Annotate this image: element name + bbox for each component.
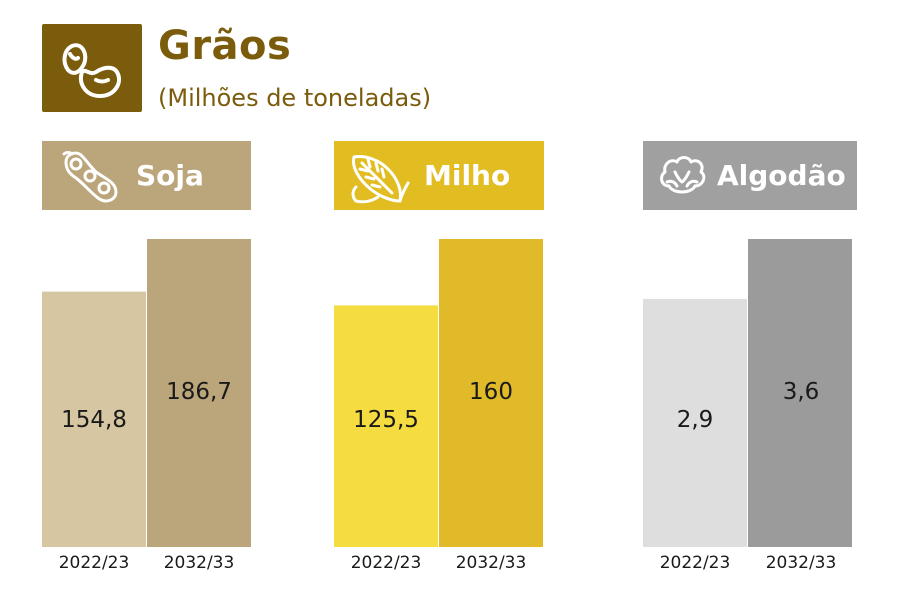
bean-icon xyxy=(62,43,121,98)
soja-header: Soja xyxy=(42,141,251,210)
header-icon-box xyxy=(42,24,142,112)
year-label-milho-2022: 2022/23 xyxy=(350,553,422,573)
bar-algodao-2032 xyxy=(748,239,852,547)
soybean-pod-icon xyxy=(62,150,118,202)
bar-soja-2022 xyxy=(42,291,146,547)
bar-soja-2032 xyxy=(147,239,251,547)
soja-label: Soja xyxy=(136,159,204,192)
milho-label: Milho xyxy=(424,159,511,192)
bar-value-soja-2032: 186,7 xyxy=(166,379,232,405)
year-label-algodao-2022: 2022/23 xyxy=(659,553,731,573)
bar-value-milho-2022: 125,5 xyxy=(353,407,419,433)
bar-algodao-2022 xyxy=(643,298,747,547)
bar-milho-2032 xyxy=(439,239,543,547)
chart-title: Grãos xyxy=(158,23,292,69)
milho-header: Milho xyxy=(334,141,544,210)
cotton-icon xyxy=(660,155,706,193)
bar-value-algodao-2032: 3,6 xyxy=(782,379,820,405)
year-label-milho-2032: 2032/33 xyxy=(455,553,527,573)
bar-value-algodao-2022: 2,9 xyxy=(676,407,714,433)
year-label-soja-2022: 2022/23 xyxy=(58,553,130,573)
bar-value-milho-2032: 160 xyxy=(469,379,513,405)
corn-icon xyxy=(351,154,410,203)
bar-milho-2022 xyxy=(334,305,438,547)
bar-value-soja-2022: 154,8 xyxy=(61,407,127,433)
year-label-soja-2032: 2032/33 xyxy=(163,553,235,573)
year-label-algodao-2032: 2032/33 xyxy=(765,553,837,573)
chart-subtitle: (Milhões de toneladas) xyxy=(158,84,432,112)
algodao-header: Algodão xyxy=(643,141,857,210)
algodao-label: Algodão xyxy=(717,159,846,192)
